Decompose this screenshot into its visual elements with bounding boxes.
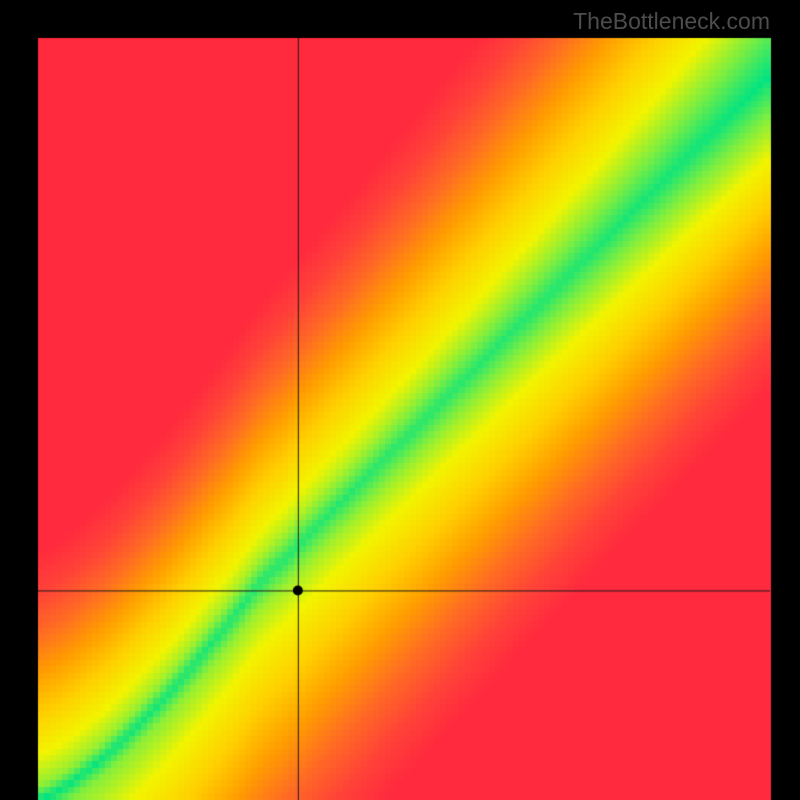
bottleneck-heatmap: [0, 0, 800, 800]
watermark-text: TheBottleneck.com: [573, 8, 770, 35]
